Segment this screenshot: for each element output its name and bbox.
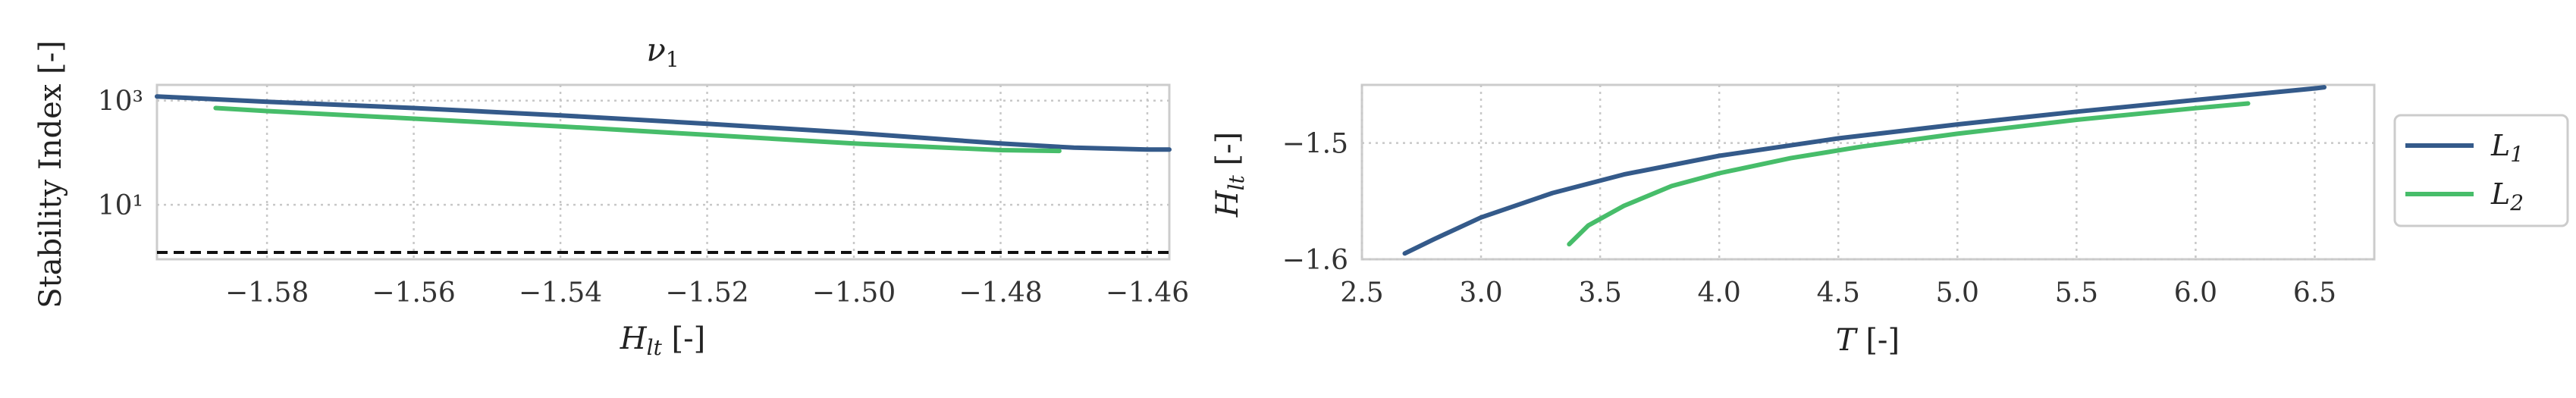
series-line-l1 [1402, 85, 2327, 256]
right-y-tick-labels: −1.5 −1.6 [1282, 129, 1348, 276]
left-title: ν1 [646, 31, 679, 72]
x-tick-label: −1.48 [959, 277, 1042, 309]
left-grid [157, 85, 1169, 259]
left-plot-frame [155, 83, 1171, 261]
x-tick-label: 6.0 [2174, 277, 2217, 309]
legend-box [2393, 114, 2569, 227]
y-tick-label: −1.5 [1282, 129, 1348, 160]
y-tick-label: −1.6 [1282, 245, 1348, 276]
left-y-tick-labels: 10¹ 10³ [98, 86, 143, 221]
right-x-tick-labels: 2.5 3.0 3.5 4.0 4.5 5.0 5.5 6.0 6.5 [1340, 277, 2336, 309]
x-tick-label: 2.5 [1340, 277, 1383, 309]
x-tick-label: −1.56 [372, 277, 455, 309]
x-tick-label: 4.5 [1817, 277, 1860, 309]
left-y-axis-label: Stability Index [-] [33, 40, 68, 309]
x-tick-label: −1.54 [519, 277, 602, 309]
series-line-l2 [1567, 101, 2251, 247]
x-tick-label: −1.50 [812, 277, 896, 309]
x-tick-label: −1.46 [1106, 277, 1189, 309]
right-y-axis-label: Hlt [-] [1210, 132, 1249, 218]
right-x-axis-label: T [-] [1836, 323, 1900, 358]
left-series-lines [155, 94, 1172, 154]
right-grid [1360, 85, 2374, 261]
stability-index-panel: −1.58 −1.56 −1.54 −1.52 −1.50 −1.48 −1.46 10¹1… [33, 31, 1189, 360]
x-tick-label: 5.5 [2055, 277, 2098, 309]
y-tick-label: 10³ [98, 86, 143, 118]
x-tick-label: −1.52 [665, 277, 748, 309]
series-line-l2 [213, 105, 1062, 154]
right-series-lines [1402, 85, 2327, 256]
left-x-tick-labels: −1.58 −1.56 −1.54 −1.52 −1.50 −1.48 −1.46 [225, 277, 1189, 309]
left-x-axis-label: Hlt [-] [620, 321, 706, 360]
x-tick-label: 3.5 [1578, 277, 1621, 309]
series-line-l1 [155, 94, 1172, 152]
x-tick-label: 5.0 [1936, 277, 1979, 309]
y-tick-label: 10¹ [98, 190, 143, 221]
x-tick-label: 4.0 [1698, 277, 1741, 309]
hlt-vs-t-panel: 2.5 3.0 3.5 4.0 4.5 5.0 5.5 6.0 6.5 −1.5 −1.6 T [… [1210, 83, 2569, 358]
legend: L1 L2 [2393, 114, 2569, 227]
x-tick-label: 6.5 [2293, 277, 2336, 309]
right-plot-frame [1360, 83, 2376, 261]
x-tick-label: −1.58 [225, 277, 309, 309]
x-tick-label: 3.0 [1459, 277, 1502, 309]
